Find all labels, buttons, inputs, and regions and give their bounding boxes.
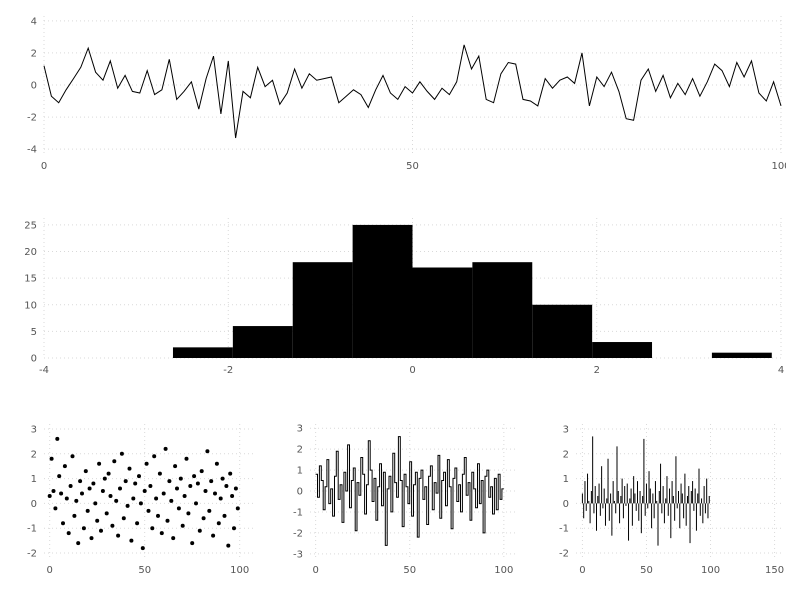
svg-text:3: 3 <box>31 424 37 435</box>
svg-text:20: 20 <box>24 247 37 258</box>
svg-text:1: 1 <box>297 466 303 477</box>
svg-text:2: 2 <box>563 449 569 460</box>
svg-text:-2: -2 <box>223 365 233 376</box>
svg-text:2: 2 <box>297 445 303 456</box>
noise-line-chart: 0 50 100 -4 -2 0 2 4 <box>6 4 791 180</box>
svg-text:0: 0 <box>297 487 303 498</box>
svg-text:0: 0 <box>31 354 37 365</box>
svg-text:0: 0 <box>563 499 569 510</box>
svg-text:2: 2 <box>31 449 37 460</box>
svg-text:-2: -2 <box>27 113 37 124</box>
svg-text:3: 3 <box>297 424 303 435</box>
svg-text:4: 4 <box>31 16 37 27</box>
svg-text:3: 3 <box>563 424 569 435</box>
svg-text:0: 0 <box>31 499 37 510</box>
svg-text:50: 50 <box>640 565 653 576</box>
histogram-chart: -4 -2 0 2 4 0 5 10 15 20 25 <box>6 206 786 384</box>
svg-text:100: 100 <box>701 565 720 576</box>
svg-text:100: 100 <box>771 161 786 172</box>
svg-text:1: 1 <box>31 474 37 485</box>
svg-text:150: 150 <box>765 565 784 576</box>
svg-text:25: 25 <box>24 220 37 231</box>
svg-text:-4: -4 <box>27 145 37 156</box>
step-chart: 0 50 100 -3 -2 -1 0 1 2 3 <box>272 412 522 584</box>
svg-text:-1: -1 <box>293 507 303 518</box>
svg-text:-3: -3 <box>293 549 303 560</box>
svg-text:-2: -2 <box>293 528 303 539</box>
svg-text:100: 100 <box>494 565 513 576</box>
svg-text:50: 50 <box>403 565 416 576</box>
svg-text:2: 2 <box>31 48 37 59</box>
svg-text:0: 0 <box>409 365 415 376</box>
svg-text:-2: -2 <box>27 549 37 560</box>
scatter-chart: 0 50 100 -2 -1 0 1 2 3 <box>6 412 258 584</box>
svg-text:50: 50 <box>406 161 419 172</box>
svg-text:0: 0 <box>579 565 585 576</box>
svg-text:2: 2 <box>594 365 600 376</box>
svg-text:-2: -2 <box>559 549 569 560</box>
svg-text:0: 0 <box>41 161 47 172</box>
svg-text:-1: -1 <box>559 524 569 535</box>
svg-text:-1: -1 <box>27 524 37 535</box>
svg-text:0: 0 <box>31 81 37 92</box>
svg-text:-4: -4 <box>39 365 49 376</box>
svg-text:5: 5 <box>31 327 37 338</box>
svg-text:0: 0 <box>312 565 318 576</box>
svg-text:4: 4 <box>778 365 784 376</box>
svg-text:15: 15 <box>24 274 37 285</box>
stem-chart: 0 50 100 150 -2 -1 0 1 2 3 <box>538 412 786 584</box>
svg-text:1: 1 <box>563 474 569 485</box>
svg-text:50: 50 <box>138 565 151 576</box>
svg-text:0: 0 <box>47 565 53 576</box>
svg-text:100: 100 <box>230 565 249 576</box>
svg-text:10: 10 <box>24 300 37 311</box>
